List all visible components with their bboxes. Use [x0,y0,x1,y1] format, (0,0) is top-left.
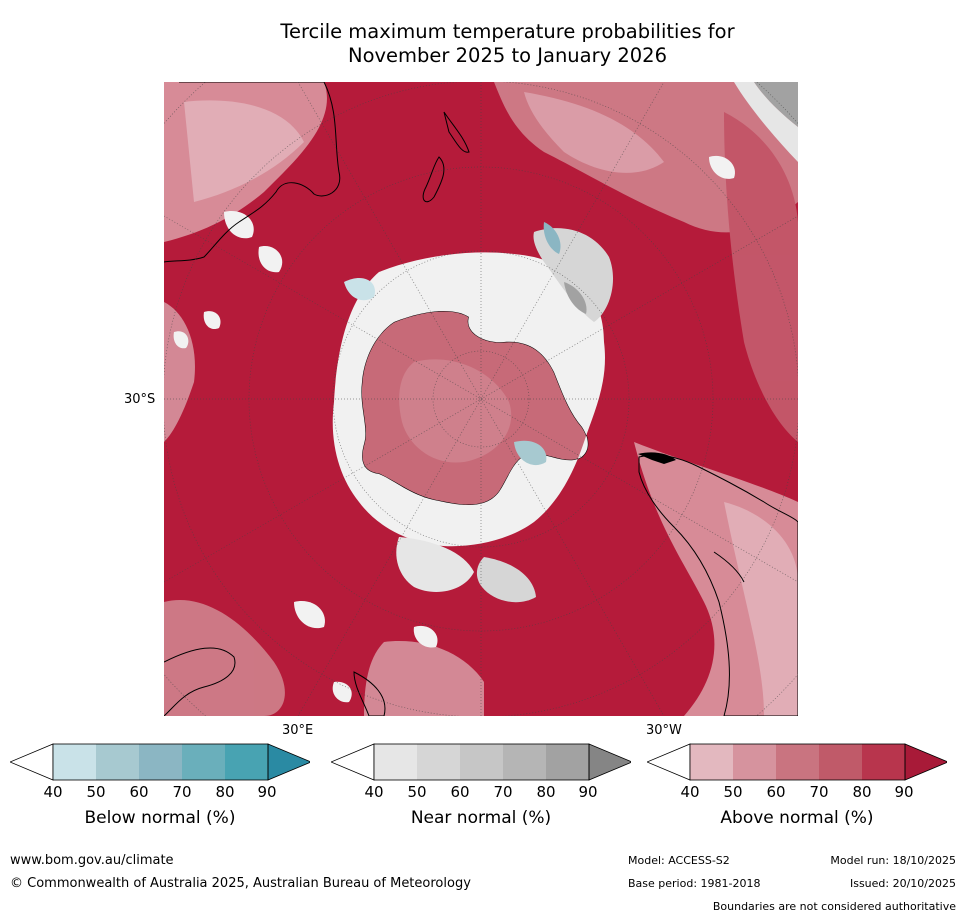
near-tick: 90 [578,783,598,801]
near-normal-colorbar-swatches [331,743,631,781]
below-normal-colorbar-ticks: 40 50 60 70 80 90 [10,781,310,801]
probability-map [164,82,798,716]
colorbar-low-arrow [10,743,54,781]
below-tick: 90 [257,783,277,801]
colorbar-segment [862,744,905,780]
below-tick: 80 [215,783,235,801]
colorbar-outline [373,743,590,781]
above-normal-label: Above normal (%) [720,808,874,828]
colorbar-segment [53,744,96,780]
latitude-label-30s: 30°S [124,392,156,407]
colorbar-segment [819,744,862,780]
near-tick: 70 [493,783,513,801]
near-tick: 80 [536,783,556,801]
above-normal-colorbar-swatches [647,743,947,781]
colorbar-segment [503,744,546,780]
colorbar-low-arrow [647,743,691,781]
near-tick: 50 [407,783,427,801]
title-line-1: Tercile maximum temperature probabilitie… [280,20,735,43]
near-tick: 60 [450,783,470,801]
tierra-del-fuego [638,452,676,464]
above-tick: 80 [852,783,872,801]
above-tick: 70 [809,783,829,801]
above-tick: 50 [723,783,743,801]
website-text: www.bom.gov.au/climate [10,853,174,868]
colorbar-high-arrow [904,743,947,781]
colorbar-segment [182,744,225,780]
base-period-text: Base period: 1981-2018 [628,877,761,890]
colorbar-segment [460,744,503,780]
colorbar-segment [139,744,182,780]
below-tick: 40 [43,783,63,801]
colorbar-segment [374,744,417,780]
below-normal-colorbar: 40 50 60 70 80 90 [10,743,310,801]
below-tick: 60 [129,783,149,801]
above-tick: 90 [894,783,914,801]
continent-coastlines [164,82,798,716]
above-tick: 40 [680,783,700,801]
issued-text: Issued: 20/10/2025 [849,877,956,890]
longitude-label-30w: 30°W [646,723,682,738]
above-tick: 60 [766,783,786,801]
colorbar-segment [417,744,460,780]
below-tick: 70 [172,783,192,801]
colorbar-segment [690,744,733,780]
title-line-2: November 2025 to January 2026 [348,44,667,67]
above-normal-colorbar-ticks: 40 50 60 70 80 90 [647,781,947,801]
copyright-text: © Commonwealth of Australia 2025, Austra… [10,876,471,891]
grey-corner-patch [754,82,798,127]
below-normal-colorbar-swatches [10,743,310,781]
colorbar-segment [733,744,776,780]
colorbar-high-arrow [267,743,310,781]
colorbar-segment [225,744,268,780]
below-normal-label: Below normal (%) [84,808,236,828]
map-title: Tercile maximum temperature probabilitie… [165,20,850,68]
near-normal-colorbar-ticks: 40 50 60 70 80 90 [331,781,631,801]
graticule [164,82,798,716]
colorbar-low-arrow [331,743,375,781]
above-normal-colorbar: 40 50 60 70 80 90 [647,743,947,801]
scattered-near-normal-specks [173,155,735,703]
longitude-label-30e: 30°E [282,723,314,738]
colorbar-segment [776,744,819,780]
model-run-text: Model run: 18/10/2025 [830,854,956,867]
colorbar-outline [689,743,906,781]
disclaimer-text: Boundaries are not considered authoritat… [712,900,956,913]
above-normal-light-patches [164,82,798,716]
model-text: Model: ACCESS-S2 [628,854,730,867]
colorbar-segment [96,744,139,780]
near-normal-colorbar: 40 50 60 70 80 90 [331,743,631,801]
below-tick: 50 [86,783,106,801]
colorbar-high-arrow [588,743,631,781]
colorbar-outline [52,743,269,781]
near-normal-ring [332,222,614,603]
near-normal-label: Near normal (%) [410,808,552,828]
near-tick: 40 [364,783,384,801]
colorbar-segment [546,744,589,780]
map-panel [164,82,798,716]
